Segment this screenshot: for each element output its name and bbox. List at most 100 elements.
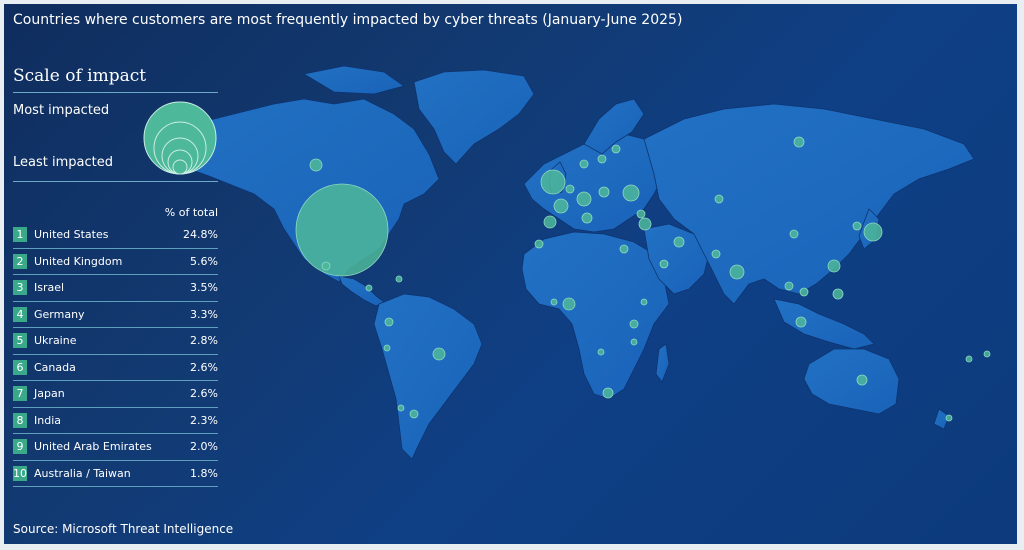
country-name: United States xyxy=(34,228,109,242)
table-column-header: % of total xyxy=(164,206,218,219)
bubble-caribbean-2 xyxy=(395,275,403,283)
rank-badge: 7 xyxy=(13,386,27,402)
country-name: India xyxy=(34,413,61,427)
scale-legend-circles xyxy=(143,101,217,175)
rank-badge: 10 xyxy=(13,465,27,481)
bubble-saudi-arabia xyxy=(659,259,669,269)
bubble-kazakhstan xyxy=(714,194,724,204)
bubble-poland xyxy=(598,186,610,198)
bubble-france xyxy=(553,198,569,214)
bubble-indonesia xyxy=(795,316,807,328)
world-map xyxy=(153,65,991,460)
scandinavia-shape xyxy=(583,98,645,155)
bubble-south-africa xyxy=(602,387,614,399)
percent-of-total: 2.8% xyxy=(190,334,218,348)
bubble-morocco xyxy=(534,239,544,249)
bubble-united-kingdom xyxy=(540,169,566,195)
country-name: Ukraine xyxy=(34,334,77,348)
table-row: 7 Japan 2.6% xyxy=(13,381,218,408)
bubble-brazil xyxy=(432,347,446,361)
south-america-shape xyxy=(373,293,483,460)
percent-of-total: 2.6% xyxy=(190,360,218,374)
bubble-argentina xyxy=(409,409,419,419)
central-america-shape xyxy=(338,275,385,307)
rank-badge: 8 xyxy=(13,412,27,428)
rank-badge: 5 xyxy=(13,333,27,349)
rank-badge: 4 xyxy=(13,306,27,322)
bubble-thailand xyxy=(784,281,794,291)
table-row: 1 United States 24.8% xyxy=(13,222,218,249)
percent-of-total: 2.6% xyxy=(190,387,218,401)
middle-east-shape xyxy=(643,223,710,295)
bubble-south-korea xyxy=(852,221,862,231)
impact-bubbles xyxy=(295,136,991,422)
new-zealand-shape xyxy=(933,408,950,430)
bubble-uae xyxy=(673,236,685,248)
rank-badge: 9 xyxy=(13,439,27,455)
australia-shape xyxy=(803,348,900,415)
page-title: Countries where customers are most frequ… xyxy=(13,12,683,28)
southeast-asia-shape xyxy=(773,298,875,350)
table-row: 6 Canada 2.6% xyxy=(13,355,218,381)
bubble-ghana xyxy=(550,298,558,306)
bubble-colombia xyxy=(384,317,394,327)
country-name: Australia / Taiwan xyxy=(34,466,131,480)
table-row: 9 United Arab Emirates 2.0% xyxy=(13,434,218,461)
table-row: 4 Germany 3.3% xyxy=(13,302,218,328)
bubble-pacific-2 xyxy=(983,350,991,358)
bubble-pacific-1 xyxy=(965,355,973,363)
bubble-kenya xyxy=(629,319,639,329)
percent-of-total: 3.3% xyxy=(190,307,218,321)
percent-of-total: 24.8% xyxy=(183,228,218,242)
bubble-egypt xyxy=(619,244,629,254)
bubble-nigeria xyxy=(562,297,576,311)
bubble-australia xyxy=(856,374,868,386)
arctic-islands-shape xyxy=(302,65,405,95)
bubble-turkey xyxy=(636,209,646,219)
rank-badge: 3 xyxy=(13,280,27,296)
bubble-india xyxy=(729,264,745,280)
bubble-pakistan xyxy=(711,249,721,259)
bubble-chile xyxy=(397,404,405,412)
table-row: 5 Ukraine 2.8% xyxy=(13,328,218,355)
table-row: 3 Israel 3.5% xyxy=(13,275,218,302)
bubble-ukraine xyxy=(622,184,640,202)
bubble-norway xyxy=(579,159,589,169)
ranking-table: % of total 1 United States 24.8% 2 United Ki… xyxy=(13,206,218,487)
bubble-israel xyxy=(638,217,652,231)
source-note: Source: Microsoft Threat Intelligence xyxy=(13,522,234,536)
scale-heading: Scale of impact xyxy=(13,66,147,86)
bubble-tanzania xyxy=(630,338,638,346)
scale-most-label: Most impacted xyxy=(13,103,110,118)
madagascar-shape xyxy=(655,343,670,383)
bubble-netherlands xyxy=(565,184,575,194)
percent-of-total: 3.5% xyxy=(190,281,218,295)
bubble-china xyxy=(789,229,799,239)
rank-badge: 2 xyxy=(13,253,27,269)
bubble-caribbean-1 xyxy=(365,284,373,292)
bubble-canada xyxy=(309,158,323,172)
percent-of-total: 1.8% xyxy=(190,466,218,480)
table-row: 8 India 2.3% xyxy=(13,408,218,434)
bubble-ethiopia xyxy=(640,298,648,306)
percent-of-total: 2.3% xyxy=(190,413,218,427)
bubble-mexico xyxy=(321,261,331,271)
percent-of-total: 5.6% xyxy=(190,254,218,268)
greenland-shape xyxy=(413,69,535,165)
country-name: Germany xyxy=(34,307,85,321)
table-row: 10 Australia / Taiwan 1.8% xyxy=(13,461,218,487)
bubble-angola xyxy=(597,348,605,356)
percent-of-total: 2.0% xyxy=(190,440,218,454)
country-name: United Kingdom xyxy=(34,254,123,268)
scale-circle-5 xyxy=(172,159,188,175)
bubble-philippines xyxy=(832,288,844,300)
bubble-spain xyxy=(543,215,557,229)
bubble-russia xyxy=(793,136,805,148)
country-name: Israel xyxy=(34,281,65,295)
bubble-finland xyxy=(611,144,621,154)
bubble-united-states xyxy=(295,183,389,277)
asia-shape xyxy=(643,103,975,305)
bubble-vietnam xyxy=(799,287,809,297)
table-row: 2 United Kingdom 5.6% xyxy=(13,249,218,275)
bubble-germany xyxy=(576,191,592,207)
